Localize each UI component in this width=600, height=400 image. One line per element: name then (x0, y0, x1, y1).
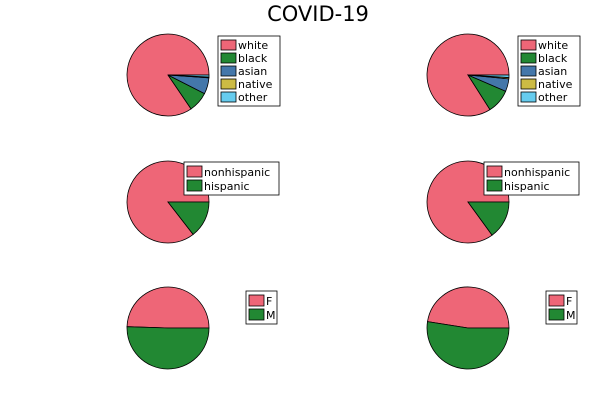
legend-label-hispanic: hispanic (504, 180, 550, 193)
legend-swatch-native (520, 78, 537, 90)
legend-swatch-white (520, 39, 537, 51)
legend-swatch-hispanic (486, 179, 503, 192)
figure-title: COVID-19 (267, 2, 369, 26)
legend-swatch-f (248, 294, 265, 307)
legend-label-asian: asian (538, 65, 567, 78)
legend-label-f: F (266, 295, 272, 308)
legend-swatch-native (220, 78, 237, 90)
legend-swatch-nonhispanic (486, 165, 503, 178)
legend-label-other: other (538, 91, 568, 104)
legend-swatch-f (548, 294, 565, 307)
legend-swatch-hispanic (186, 179, 203, 192)
legend-swatch-black (220, 52, 237, 64)
pie-slice-f (427, 286, 510, 329)
legend-swatch-nonhispanic (186, 165, 203, 178)
legend-swatch-other (220, 91, 237, 103)
legend-label-native: native (238, 78, 273, 91)
pie-slice-m (126, 326, 210, 370)
pie-slice-m (426, 321, 510, 370)
pie-slice-other (467, 74, 510, 78)
legend-label-f: F (566, 295, 572, 308)
legend-label-white: white (238, 39, 268, 52)
legend-swatch-asian (220, 65, 237, 77)
pie-panel-5: FM (126, 286, 278, 370)
legend-swatch-black (520, 52, 537, 64)
legend-label-m: M (266, 309, 276, 322)
legend-swatch-m (248, 308, 265, 321)
pie-slice-f (126, 286, 210, 329)
legend-swatch-other (520, 91, 537, 103)
pie-panels: whiteblackasiannativeotherwhiteblackasia… (126, 33, 581, 370)
legend-swatch-m (548, 308, 565, 321)
legend-label-black: black (238, 52, 268, 65)
legend-swatch-white (220, 39, 237, 51)
legend-label-other: other (238, 91, 268, 104)
legend-label-nonhispanic: nonhispanic (504, 166, 570, 179)
legend-label-m: M (566, 309, 576, 322)
legend-label-nonhispanic: nonhispanic (204, 166, 270, 179)
legend-label-white: white (538, 39, 568, 52)
pie-slice-other (167, 74, 210, 78)
legend-label-black: black (538, 52, 568, 65)
pie-slice-hispanic (167, 201, 210, 235)
legend-label-native: native (538, 78, 573, 91)
pie-panel-6: FM (426, 286, 578, 370)
legend-label-hispanic: hispanic (204, 180, 250, 193)
pie-slice-hispanic (467, 201, 510, 236)
legend-swatch-asian (520, 65, 537, 77)
legend-label-asian: asian (238, 65, 267, 78)
